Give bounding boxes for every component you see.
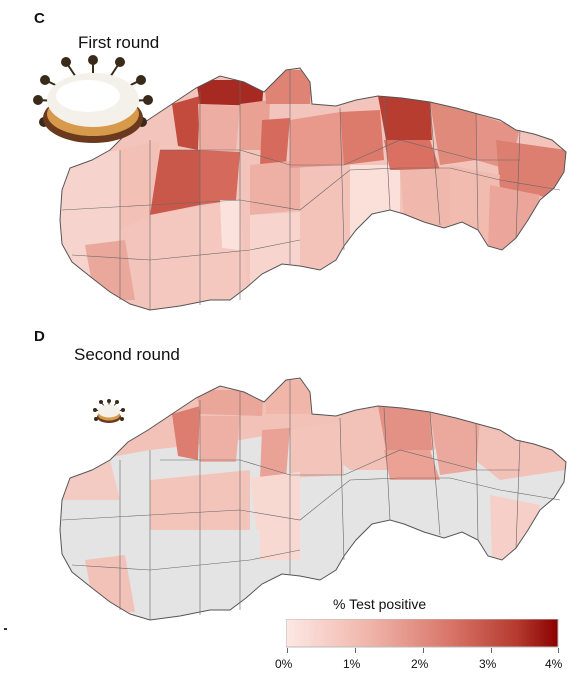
legend-tick-4: 4%	[545, 657, 563, 671]
region	[250, 160, 300, 215]
legend-tick-3: 3%	[479, 657, 497, 671]
map-second-round	[60, 378, 566, 620]
region	[150, 530, 260, 620]
region	[340, 110, 384, 165]
legend-tick-mark	[491, 648, 492, 653]
map-outline-second-round	[59, 377, 567, 621]
region	[172, 406, 200, 460]
region	[378, 96, 432, 140]
legend-tick-mark	[287, 648, 288, 653]
legend-tick-mark	[355, 648, 356, 653]
region	[200, 150, 240, 205]
region	[384, 450, 440, 480]
panel-title-second-round: Second round	[74, 345, 180, 364]
legend-tick-mark	[423, 648, 424, 653]
region	[430, 102, 480, 165]
region	[300, 170, 350, 270]
stray-mark	[4, 628, 7, 630]
region	[172, 96, 200, 150]
region	[384, 140, 440, 170]
region	[290, 422, 344, 478]
region	[290, 112, 344, 168]
district-borders-second-round	[61, 380, 561, 620]
region	[496, 140, 566, 200]
district-borders-first-round	[61, 70, 561, 310]
region	[196, 390, 264, 416]
legend-title: % Test positive	[333, 596, 427, 612]
region	[400, 168, 450, 230]
region	[200, 416, 240, 462]
legend-colorbar	[286, 619, 559, 648]
legend-tick-1: 1%	[343, 657, 361, 671]
panel-letter-d: D	[34, 328, 45, 345]
virus-donut-icon-large	[33, 55, 153, 143]
region	[198, 104, 240, 150]
legend-tick-mark	[558, 648, 559, 653]
virus-donut-icon-small	[93, 399, 125, 423]
region	[60, 150, 120, 310]
region	[150, 150, 200, 215]
panel-letter-c: C	[34, 10, 45, 27]
region	[490, 495, 540, 560]
panel-title-first-round: First round	[78, 33, 160, 52]
legend-tick-2: 2%	[411, 657, 429, 671]
map-outline-first-round	[59, 67, 567, 311]
region	[378, 406, 432, 450]
region	[260, 118, 290, 165]
region	[260, 428, 290, 478]
region	[196, 80, 264, 106]
legend-tick-0: 0%	[275, 657, 293, 671]
region	[430, 412, 480, 475]
region	[220, 200, 240, 250]
